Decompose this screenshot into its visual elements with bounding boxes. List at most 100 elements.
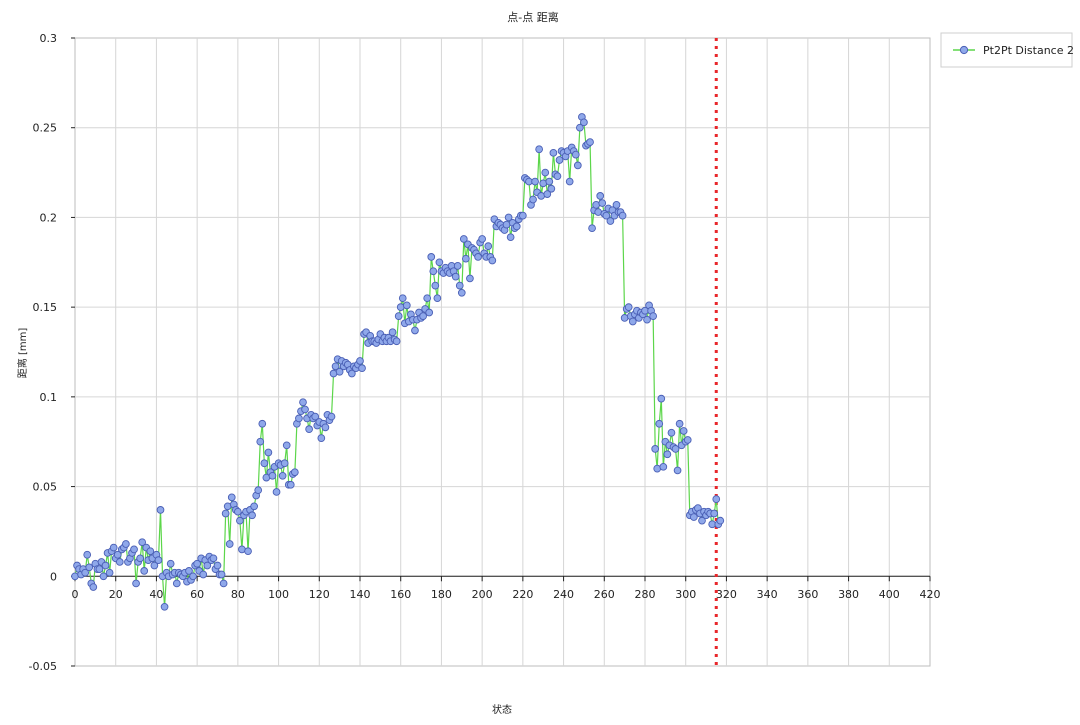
data-point	[698, 516, 706, 525]
data-point	[398, 294, 407, 303]
data-point	[154, 556, 163, 564]
data-point	[109, 543, 118, 552]
data-point	[146, 547, 155, 556]
y-tick-label: 0.1	[40, 391, 58, 404]
data-point	[586, 138, 594, 146]
y-tick-label: 0.15	[33, 301, 58, 314]
data-point	[425, 308, 434, 317]
y-tick-label: 0	[50, 570, 57, 583]
x-tick-label: 200	[472, 588, 493, 601]
x-tick-label: 260	[594, 588, 615, 601]
data-point	[576, 123, 584, 132]
data-point	[291, 468, 299, 477]
y-tick-label: -0.05	[29, 660, 57, 673]
data-point	[459, 235, 468, 243]
data-point	[588, 224, 596, 233]
data-point	[268, 471, 277, 480]
legend: Pt2Pt Distance 2	[940, 32, 1074, 68]
x-tick-label: 140	[350, 588, 371, 601]
x-tick-label: 0	[72, 588, 79, 601]
data-point	[466, 274, 474, 283]
x-axis-ticks: 0 20 40 60 80 100 120 140 160 180 200 220 240 260 280 3…	[72, 576, 941, 601]
x-tick-label: 240	[553, 588, 574, 601]
data-point	[394, 312, 403, 320]
data-point	[411, 326, 419, 335]
x-tick-label: 40	[149, 588, 163, 601]
data-point	[199, 570, 208, 579]
data-point	[667, 428, 676, 437]
data-point	[358, 364, 366, 373]
data-point	[219, 579, 228, 588]
data-point	[217, 570, 226, 579]
data-point	[299, 398, 307, 407]
data-point	[264, 448, 273, 457]
data-point	[553, 172, 562, 181]
data-point	[545, 177, 554, 186]
data-point	[474, 253, 482, 261]
data-point	[488, 256, 497, 265]
data-point	[227, 493, 236, 502]
data-point	[710, 509, 719, 518]
y-axis-ticks: 0.3 0.25 0.2 0.15 0.1 0.05 0 -0.05	[29, 32, 75, 673]
y-tick-label: 0.25	[33, 122, 58, 135]
data-point	[484, 242, 493, 250]
data-point	[535, 145, 543, 154]
chart-title: 点-点 距离	[507, 10, 558, 24]
data-point	[209, 554, 218, 563]
x-tick-label: 420	[920, 588, 941, 601]
data-point	[185, 567, 193, 575]
data-point	[172, 579, 181, 588]
data-point	[571, 150, 580, 159]
data-point	[671, 445, 680, 453]
data-point	[248, 511, 256, 520]
x-tick-label: 180	[431, 588, 452, 601]
x-tick-label: 220	[512, 588, 533, 601]
data-point	[331, 362, 340, 371]
data-point	[272, 488, 281, 496]
data-point	[596, 192, 605, 200]
x-tick-label: 100	[268, 588, 289, 601]
plot-frame	[74, 37, 931, 667]
data-point	[189, 572, 197, 581]
data-point	[388, 328, 397, 337]
data-point	[462, 254, 470, 263]
data-point	[95, 565, 104, 573]
data-point	[529, 195, 537, 204]
x-tick-label: 160	[390, 588, 411, 601]
data-point	[138, 538, 147, 547]
data-point	[348, 369, 356, 378]
data-point	[659, 462, 668, 471]
x-axis-title: 状态	[492, 703, 512, 716]
data-point	[317, 434, 326, 442]
data-point	[455, 281, 464, 290]
x-tick-label: 300	[675, 588, 696, 601]
data-point	[663, 450, 672, 459]
data-point	[260, 459, 269, 468]
data-point	[99, 572, 108, 581]
data-point	[541, 168, 550, 177]
data-point	[565, 177, 574, 186]
x-tick-label: 120	[309, 588, 330, 601]
data-point	[618, 211, 627, 220]
data-point	[83, 550, 92, 559]
data-point	[531, 177, 539, 186]
data-point	[258, 419, 267, 428]
x-tick-label: 20	[109, 588, 123, 601]
data-point	[580, 118, 588, 127]
data-point	[549, 148, 558, 157]
data-point	[427, 253, 436, 261]
data-point	[286, 480, 295, 489]
data-point	[423, 294, 432, 303]
data-point	[140, 567, 149, 575]
data-point	[683, 436, 692, 444]
data-point	[356, 357, 364, 365]
x-tick-label: 400	[879, 588, 900, 601]
y-axis-title: 距离 [mm]	[16, 328, 29, 379]
x-tick-label: 360	[797, 588, 818, 601]
x-tick-label: 380	[838, 588, 859, 601]
data-point	[512, 222, 521, 231]
data-point	[657, 394, 666, 403]
data-point	[113, 550, 122, 559]
